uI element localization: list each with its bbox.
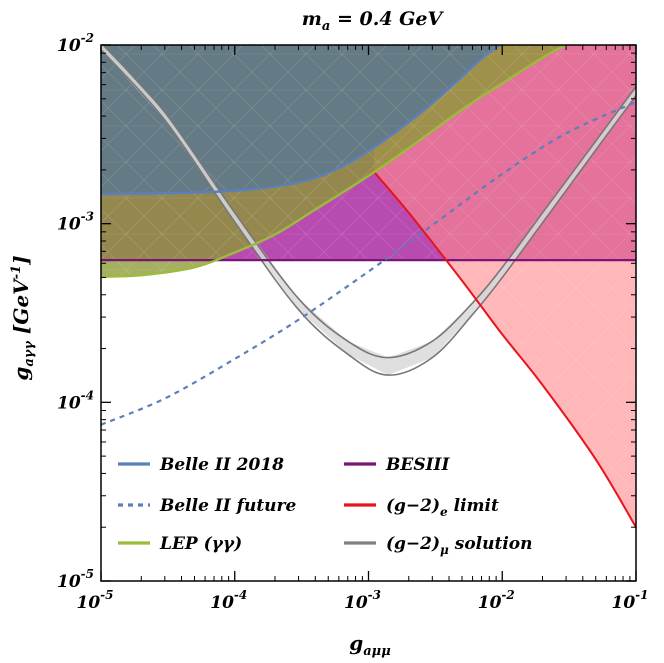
- y-tick-label: 10-4: [57, 388, 94, 413]
- x-tick-label: 10-2: [478, 588, 515, 613]
- region-texture: [101, 45, 636, 581]
- belle2-line: [101, 45, 503, 195]
- legend-label: Belle II 2018: [159, 455, 284, 475]
- legend-label: LEP (γγ): [159, 534, 242, 554]
- lep-line: [101, 45, 569, 278]
- series-lines: [101, 45, 636, 528]
- g2e-line: [373, 171, 636, 528]
- axis-ticks: [100, 44, 637, 582]
- legend-label: BESIII: [385, 455, 451, 475]
- x-axis-label: gaμμ: [349, 631, 391, 659]
- legend-label: Belle II future: [159, 496, 296, 516]
- legend-label: (g−2)e limit: [386, 496, 499, 519]
- y-tick-label: 10-3: [57, 210, 94, 235]
- chart-title: ma = 0.4 GeV: [302, 8, 445, 34]
- y-tick-label: 10-5: [57, 567, 94, 592]
- excluded-regions: [101, 45, 636, 581]
- g2mu-lower-line: [101, 49, 636, 376]
- y-axis-label: gaγγ [GeV-1]: [9, 255, 37, 380]
- x-tick-label: 10-5: [76, 588, 113, 613]
- x-tick-label: 10-3: [344, 588, 381, 613]
- legend: Belle II 2018 Belle II future LEP (γγ) BESI…: [118, 455, 533, 557]
- y-tick-label: 10-2: [57, 31, 94, 56]
- legend-label: (g−2)μ solution: [386, 534, 533, 557]
- g2mu-upper-line: [102, 45, 636, 359]
- tick-labels: 10-5 10-4 10-3 10-2 10-1 10-5 10-4 10-3 10-2: [57, 31, 649, 613]
- x-tick-label: 10-1: [611, 588, 648, 613]
- x-tick-label: 10-4: [210, 588, 247, 613]
